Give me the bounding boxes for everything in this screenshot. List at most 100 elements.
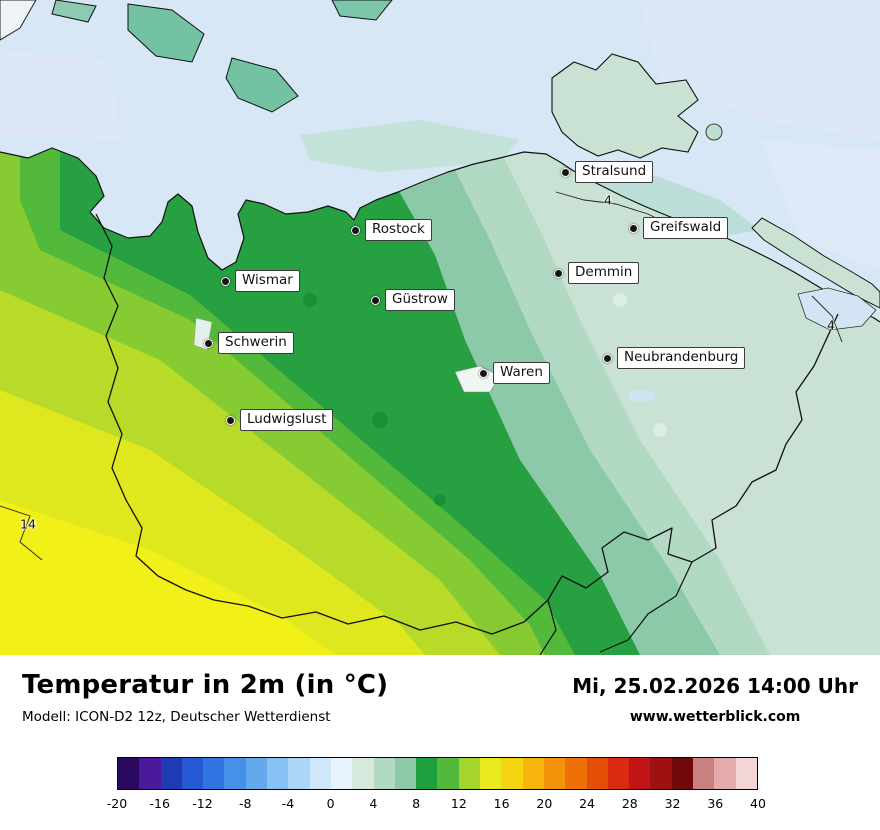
legend-color-segment — [203, 758, 225, 789]
island-top-1 — [51, 0, 97, 23]
legend-tick: 8 — [412, 796, 421, 811]
sea-tint-nw — [0, 50, 120, 140]
contour-value-label: 14 — [20, 516, 36, 532]
legend-color-segment — [586, 758, 608, 789]
city-marker: Waren — [479, 362, 550, 384]
city-label: Ludwigslust — [240, 409, 334, 431]
shallow-water — [300, 120, 520, 172]
legend-tick: 24 — [579, 796, 596, 811]
border-spur-1 — [539, 599, 557, 655]
temperature-map-canvas — [0, 0, 880, 655]
city-label: Neubrandenburg — [617, 347, 746, 369]
legend-color-segment — [480, 758, 502, 789]
ruegen-island — [551, 53, 699, 159]
legend-tick: 16 — [493, 796, 510, 811]
legend-color-segment — [650, 758, 672, 789]
city-dot — [371, 295, 380, 305]
city-marker: Stralsund — [561, 161, 654, 183]
city-dot — [603, 353, 612, 363]
city-label: Greifswald — [643, 217, 729, 239]
legend-tick: 4 — [369, 796, 378, 811]
city-dot — [561, 167, 570, 177]
legend-color-segment — [629, 758, 651, 789]
forecast-datetime: Mi, 25.02.2026 14:00 Uhr — [572, 674, 858, 698]
legend-color-segment — [714, 758, 736, 789]
legend-color-segment — [394, 758, 417, 789]
city-dot — [554, 268, 563, 278]
page-title: Temperatur in 2m (in °C) — [22, 670, 389, 700]
legend-tick: -12 — [192, 796, 213, 811]
legend-tick-labels: -20 -16 -12 -8 -4 0 4 8 12 16 20 24 28 32 36 40 — [0, 796, 880, 814]
legend-color-segment — [693, 758, 715, 789]
legend-tick: -4 — [281, 796, 295, 811]
city-label: Wismar — [235, 270, 300, 292]
city-marker: Ludwigslust — [226, 409, 334, 431]
legend-color-segment — [330, 758, 353, 789]
lake-mueritz — [454, 365, 501, 393]
legend-color-segment — [458, 758, 481, 789]
legend-color-segment — [671, 758, 694, 789]
city-marker: Rostock — [351, 219, 432, 241]
land-corner-nw — [0, 0, 37, 41]
legend-color-segment — [309, 758, 331, 789]
legend-color-segment — [565, 758, 587, 789]
legend-tick: 0 — [326, 796, 335, 811]
state-border — [95, 213, 839, 635]
legend-color-segment — [543, 758, 566, 789]
legend-color-segment — [373, 758, 395, 789]
legend-color-segment — [118, 758, 140, 789]
legend-color-segment — [735, 758, 757, 789]
temperature-map: 4 4 14 Stralsund Greifswald Rostock Wismar Dem… — [0, 0, 880, 655]
city-label: Waren — [493, 362, 550, 384]
city-marker: Neubrandenburg — [603, 347, 746, 369]
legend-color-segment — [288, 758, 310, 789]
city-dot — [351, 225, 360, 235]
legend-color-segment — [607, 758, 630, 789]
legend-color-segment — [224, 758, 246, 789]
island-nw-1 — [127, 3, 205, 63]
city-marker: Schwerin — [204, 332, 294, 354]
footer-right: Mi, 25.02.2026 14:00 Uhr www.wetterblick… — [572, 674, 858, 725]
city-label: Demmin — [568, 262, 640, 284]
city-label: Rostock — [365, 219, 432, 241]
map-footer: Temperatur in 2m (in °C) Modell: ICON-D2… — [0, 655, 880, 830]
city-marker: Greifswald — [629, 217, 729, 239]
city-dot — [226, 415, 235, 425]
city-dot — [204, 338, 213, 348]
city-dot — [629, 223, 638, 233]
legend-tick: -20 — [106, 796, 128, 811]
lagoon — [797, 287, 877, 331]
city-marker: Wismar — [221, 270, 300, 292]
island-top-2 — [331, 0, 393, 21]
contour-value-label: 4 — [827, 317, 835, 333]
legend-tick: -8 — [238, 796, 252, 811]
sea-tint-ne — [640, 0, 880, 140]
legend-color-segment — [437, 758, 459, 789]
legend-color-segment — [416, 758, 438, 789]
sea-tint-e — [760, 140, 880, 270]
city-dot — [479, 368, 488, 378]
legend-tick: 40 — [750, 796, 766, 811]
contour-line-14 — [0, 505, 43, 561]
legend-tick: 28 — [621, 796, 638, 811]
island-nw-2 — [225, 57, 299, 113]
border-spur-2 — [599, 561, 693, 653]
legend-tick: 20 — [536, 796, 553, 811]
legend-tick: 36 — [707, 796, 724, 811]
legend-color-segment — [181, 758, 204, 789]
city-marker: Demmin — [554, 262, 640, 284]
legend-colorbar — [117, 757, 758, 790]
legend-tick: -16 — [149, 796, 170, 811]
city-dot — [221, 276, 230, 286]
legend-color-segment — [352, 758, 374, 789]
model-info: Modell: ICON-D2 12z, Deutscher Wetterdie… — [22, 709, 331, 725]
legend-tick: 12 — [450, 796, 467, 811]
city-label: Stralsund — [575, 161, 654, 183]
lake-tollense — [628, 390, 656, 402]
usedom-island — [751, 217, 880, 309]
legend-color-segment — [245, 758, 268, 789]
city-marker: Güstrow — [371, 289, 455, 311]
legend-color-segment — [160, 758, 182, 789]
legend-color-segment — [522, 758, 544, 789]
